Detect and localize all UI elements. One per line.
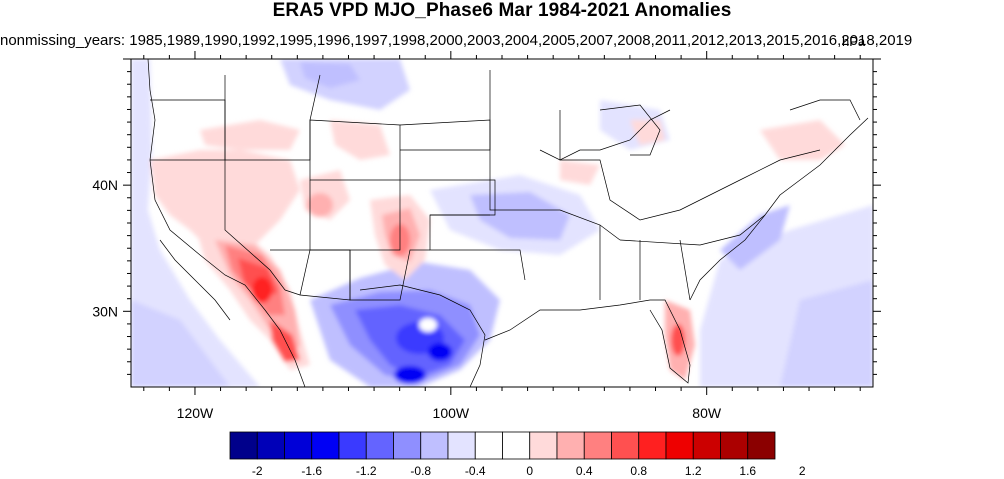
colorbar-label: 0 [526,464,533,478]
colorbar-swatch [229,431,258,460]
colorbar-swatch [338,431,367,460]
carolina-coast-anomaly [720,205,790,270]
anomaly-field [131,59,873,387]
units-label: hPa [842,34,866,49]
colorbar-swatch [311,431,340,460]
atlantic-coastline [689,117,869,301]
baja-coastline [159,239,231,321]
pacific-coastline [147,59,306,387]
wyoming-anomaly [330,120,390,160]
colorbar-swatch [720,431,749,460]
maine-border [789,99,861,121]
lakes-shore [539,109,671,161]
axis-ticks [123,51,881,395]
baja-south-anomaly [270,320,300,362]
pacific-south-anomaly [131,300,230,387]
lon-tick-label: 100W [433,405,470,421]
colorbar-swatch [420,431,449,460]
colorbar-labels: -2 -1.6 -1.2 -0.8 -0.4 0 0.4 0.8 1.2 1.6 2 [252,464,806,478]
midwest-borders [489,70,621,241]
colorbar-label: 1.2 [685,464,702,478]
lon-tick-label: 120W [177,405,214,421]
colorbar [229,431,776,460]
lon-tick-label: 80W [692,405,722,421]
colorbar-swatch [529,431,558,460]
nonmissing-years-subtitle: nonmissing_years: 1985,1989,1990,1992,19… [0,32,913,49]
anomaly-fill [131,59,873,387]
colorbar-swatch [474,431,503,460]
colorbar-swatch [447,431,476,460]
montana-core-anomaly [300,62,360,88]
colorbar-label: 2 [799,464,806,478]
nevada-border [224,160,286,291]
colorbar-label: -0.8 [410,464,431,478]
political-boundaries [147,59,869,387]
colorbar-swatch [583,431,612,460]
south-florida-anomaly [671,324,685,356]
colorbar-label: 0.8 [630,464,647,478]
northern-utah-anomaly [307,193,333,217]
colorbar-swatch [284,431,313,460]
southeast-borders [599,225,691,301]
misc-borders [299,214,490,296]
colorbar-swatch [665,431,694,460]
colorbar-swatch [556,431,585,460]
colorbar-swatch [692,431,721,460]
lat-tick-label: 30N [92,303,118,319]
lat-tick-label: 40N [92,177,118,193]
colorbar-label: -1.6 [301,464,322,478]
colorbar-swatch [638,431,667,460]
sonora-peak-anomaly [252,277,272,303]
colorbar-label: -1.2 [356,464,377,478]
tennessee-nc [619,214,766,246]
utah-colorado [309,180,401,251]
colorbar-label: 1.6 [739,464,756,478]
colorbar-swatch [393,431,422,460]
colorbar-label: -2 [252,464,263,478]
big-bend-anomaly [419,318,437,332]
rio-grande [359,284,486,387]
atlantic-south-anomaly [780,280,873,387]
iowa-anomaly [560,160,600,185]
pacific-anomaly [131,59,260,387]
colorbar-label: -0.4 [465,464,486,478]
colorbar-swatch [502,431,531,460]
colorbar-swatch [365,431,394,460]
colorbar-label: 0.4 [576,464,593,478]
new-england-anomaly [760,120,845,160]
mid-atlantic-borders [699,149,821,201]
nuevo-leon-anomaly [428,343,452,361]
plot-title: ERA5 VPD MJO_Phase6 Mar 1984-2021 Anomal… [272,0,732,21]
durango-anomaly [394,366,426,384]
colorbar-swatch [256,431,285,460]
michigan-outline [599,104,661,156]
colorbar-swatch [747,431,776,460]
new-mexico-border [349,249,430,301]
colorbar-swatch [611,431,640,460]
gulf-coastline [484,299,691,384]
axis-tick-labels: 120W 100W 80W 40N 30N [92,177,722,421]
